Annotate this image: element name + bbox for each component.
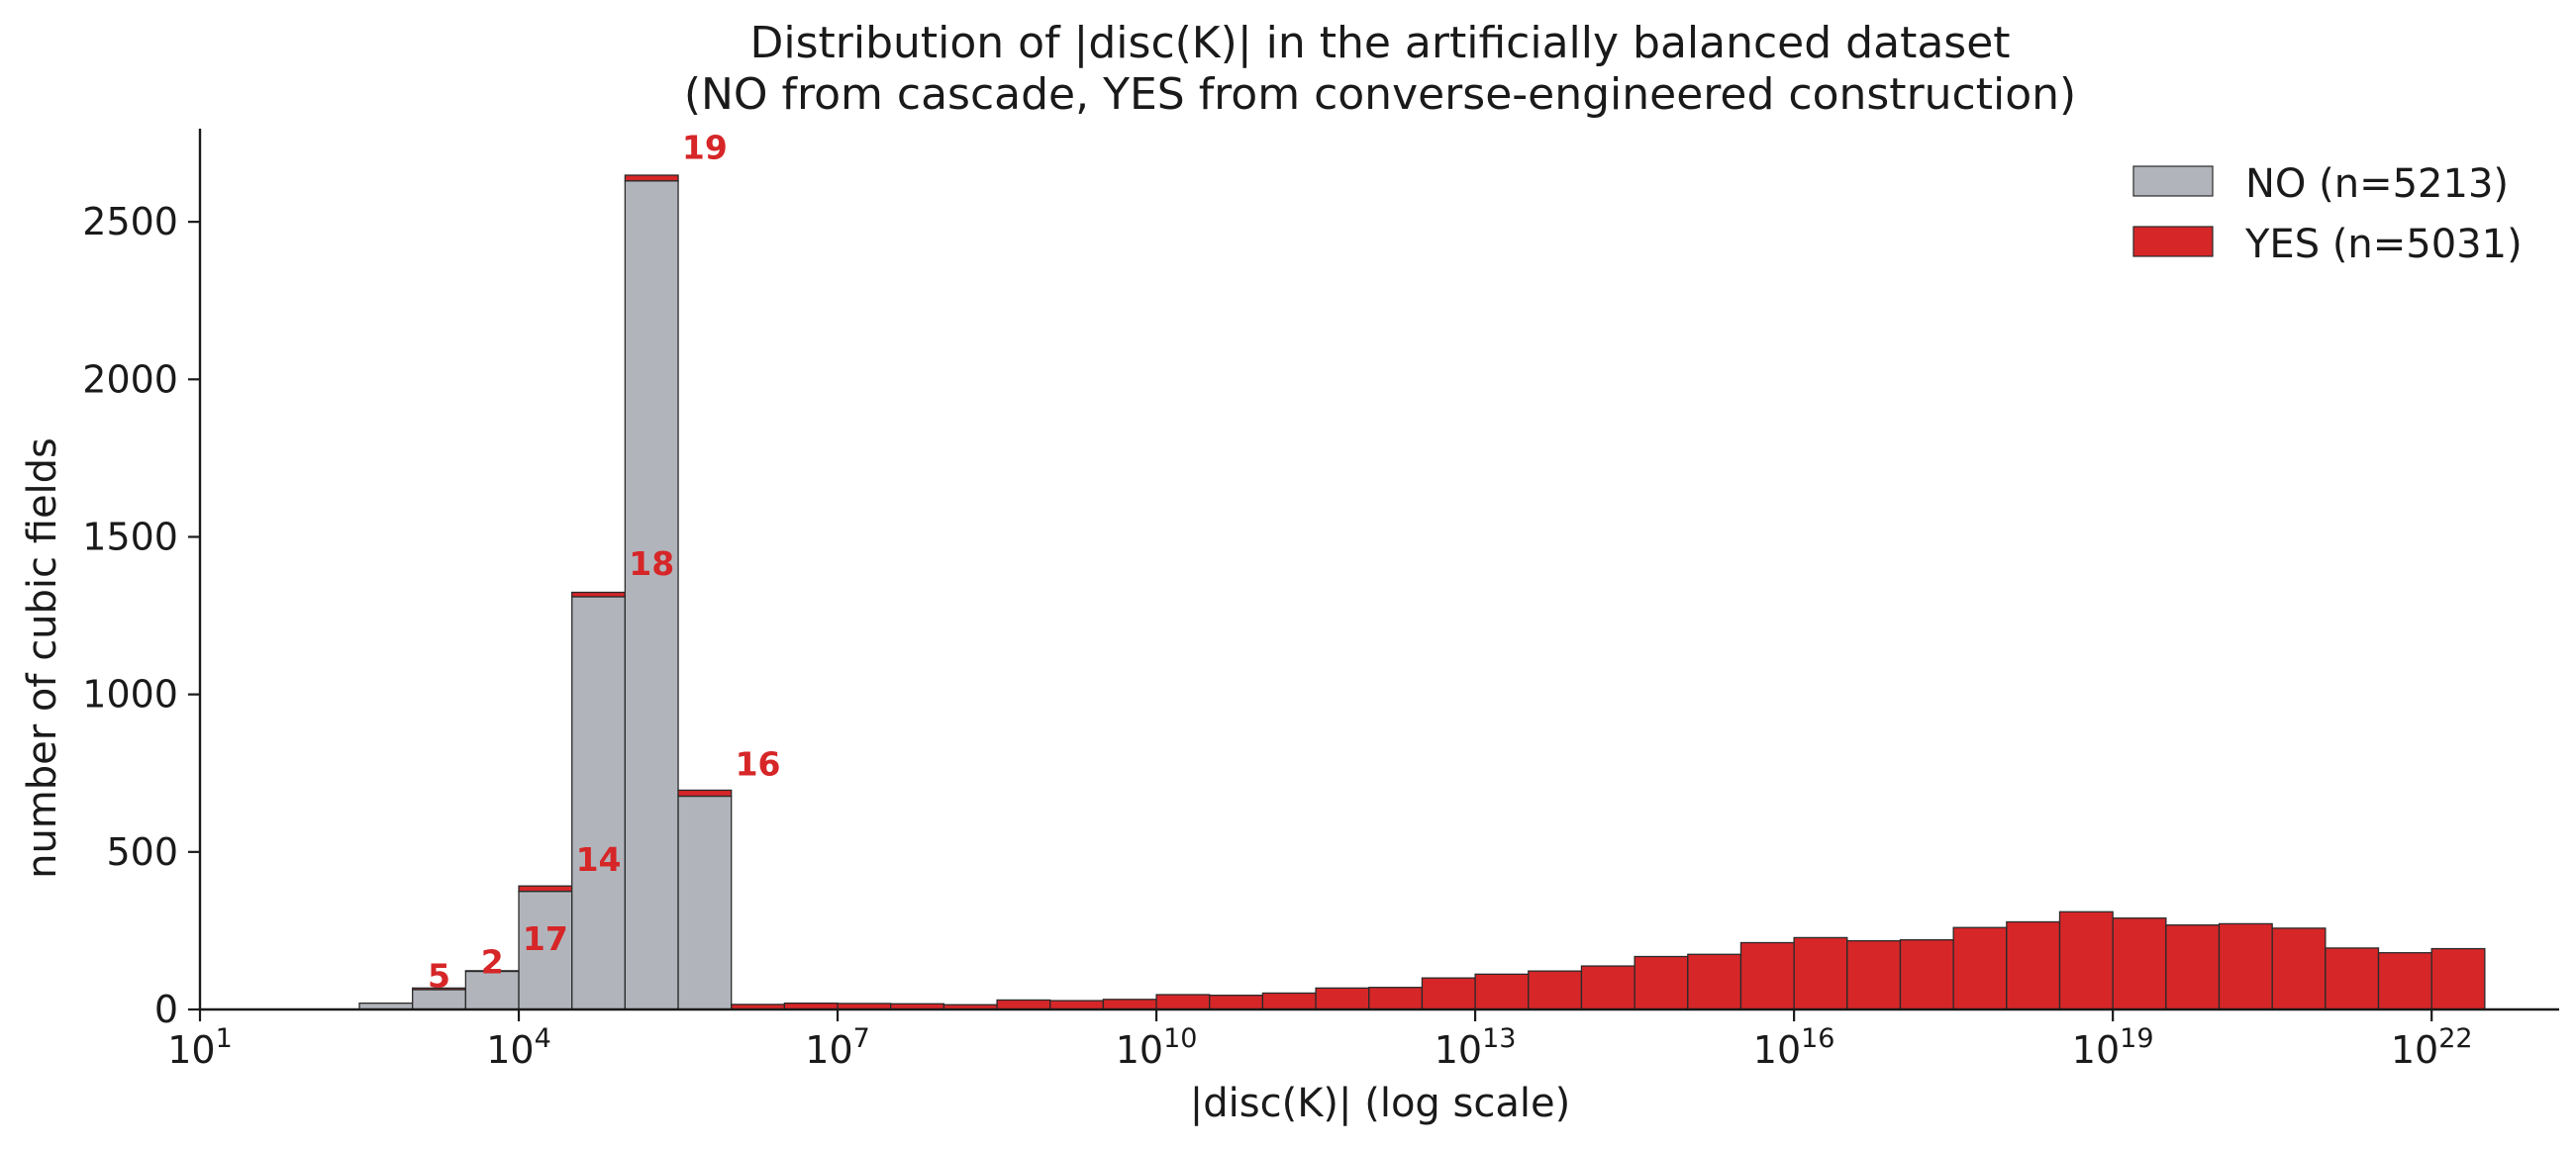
y-tick-label-2: 1000 — [82, 673, 178, 717]
bar-yes-18 — [1315, 987, 1370, 1010]
chart-subtitle: (NO from cascade, YES from converse-engi… — [684, 69, 2076, 120]
bar-yes-12 — [996, 999, 1051, 1010]
bar-yes-25 — [1687, 953, 1742, 1010]
x-tick-label-0: 101 — [167, 1023, 233, 1072]
bar-yes-26 — [1739, 941, 1795, 1010]
annotation-label-1: 2 — [481, 942, 504, 981]
bar-yes-20 — [1421, 977, 1476, 1010]
bar-yes-24 — [1634, 955, 1689, 1010]
bars-layer — [358, 174, 2486, 1010]
y-tick-label-4: 2000 — [82, 357, 178, 401]
legend-swatch-yes — [2132, 226, 2214, 257]
bar-yes-32 — [2058, 910, 2114, 1010]
y-tick-label-5: 2500 — [82, 200, 178, 243]
annotation-label-5: 19 — [682, 129, 728, 167]
annotation-label-2: 17 — [523, 919, 568, 958]
bar-yes-33 — [2112, 917, 2167, 1010]
bar-yes-14 — [1102, 999, 1157, 1010]
bar-no-5 — [624, 180, 679, 1010]
bar-yes-5 — [624, 174, 679, 182]
legend-label-yes: YES (n=5031) — [2244, 222, 2523, 267]
bar-yes-37 — [2325, 947, 2380, 1010]
y-tick-label-1: 500 — [106, 830, 178, 874]
x-tick-label-5: 1016 — [1753, 1023, 1835, 1072]
bar-yes-17 — [1261, 992, 1317, 1010]
chart-title: Distribution of |disc(K)| in the artific… — [749, 18, 2010, 68]
bar-no-4 — [571, 596, 627, 1010]
bar-yes-36 — [2271, 927, 2327, 1010]
bar-yes-21 — [1474, 973, 1530, 1010]
bar-yes-22 — [1528, 970, 1583, 1010]
x-tick-label-6: 1019 — [2072, 1023, 2154, 1072]
x-tick-label-4: 1013 — [1435, 1023, 1517, 1072]
x-tick-label-1: 104 — [486, 1023, 551, 1072]
annotation-label-3: 14 — [576, 840, 622, 879]
bar-yes-13 — [1049, 1000, 1105, 1010]
bar-yes-38 — [2377, 952, 2432, 1010]
bar-no-6 — [677, 795, 733, 1010]
bar-yes-35 — [2218, 922, 2273, 1010]
bar-yes-31 — [2006, 920, 2061, 1010]
bar-yes-39 — [2430, 947, 2486, 1010]
x-tick-label-2: 107 — [805, 1023, 870, 1072]
annotations-layer: 5 2 17 14 18 19 16 — [428, 129, 780, 996]
x-tick-label-3: 1010 — [1116, 1023, 1198, 1072]
bar-yes-23 — [1580, 965, 1635, 1010]
y-tick-label-0: 0 — [154, 988, 178, 1031]
axes-layer: 0 500 1000 1500 2000 2500 101 104 107 1010 1013 101… — [82, 129, 2559, 1072]
y-axis-label: number of cubic fields — [20, 437, 65, 879]
annotation-label-0: 5 — [428, 957, 450, 996]
bar-yes-34 — [2165, 924, 2221, 1010]
annotation-label-6: 16 — [736, 744, 781, 783]
bar-yes-15 — [1155, 994, 1211, 1010]
bar-yes-27 — [1793, 936, 1848, 1010]
x-axis-label: |disc(K)| (log scale) — [1190, 1081, 1570, 1126]
x-tick-label-7: 1022 — [2391, 1023, 2473, 1072]
bar-yes-28 — [1846, 939, 1902, 1010]
bar-yes-6 — [677, 789, 733, 798]
bar-yes-4 — [571, 591, 627, 598]
annotation-label-4: 18 — [629, 544, 674, 583]
y-tick-label-3: 1500 — [82, 515, 178, 558]
legend-label-no: NO (n=5213) — [2245, 161, 2509, 207]
bar-yes-16 — [1209, 995, 1264, 1010]
bar-yes-3 — [518, 885, 573, 893]
legend-swatch-no — [2132, 165, 2214, 197]
chart-title-group: Distribution of |disc(K)| in the artific… — [684, 18, 2076, 120]
legend: NO (n=5213) YES (n=5031) — [2132, 161, 2523, 267]
bar-yes-29 — [1899, 938, 1954, 1010]
bar-yes-19 — [1368, 987, 1424, 1010]
bar-yes-30 — [1952, 926, 2008, 1010]
